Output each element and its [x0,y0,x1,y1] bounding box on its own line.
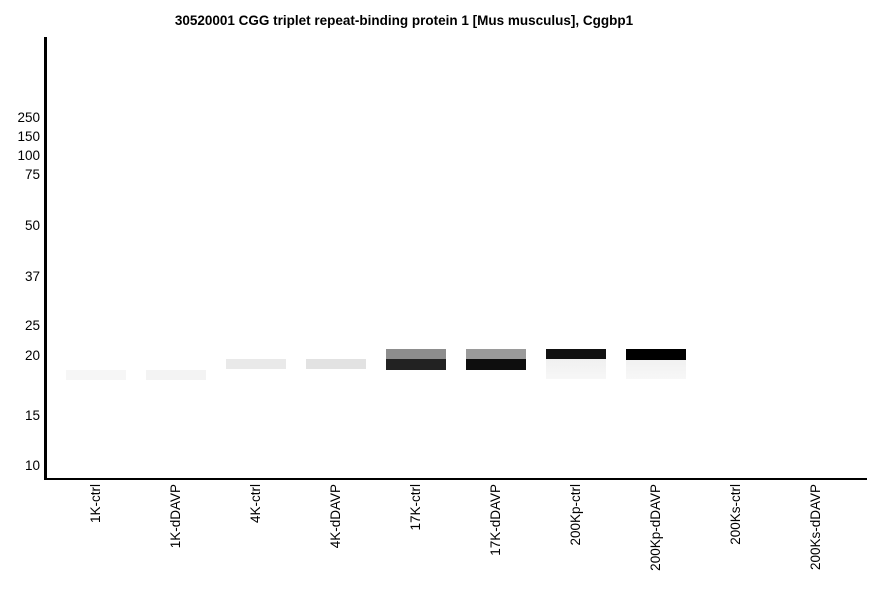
y-tick-label: 100 [17,148,40,163]
y-tick-label: 250 [17,109,40,125]
gel-band [146,369,206,380]
chart-title: 30520001 CGG triplet repeat-binding prot… [174,13,634,28]
gel-band [546,349,606,359]
lane-label: 17K-ctrl [408,484,423,531]
y-tick-label: 75 [24,167,40,182]
gel-band [466,359,526,370]
gel-band [626,349,686,360]
lane-label: 200Ks-dDAVP [808,484,823,571]
lane-label: 200Kp-ctrl [568,484,583,546]
y-tick-label: 37 [24,269,40,284]
gel-band [626,359,686,379]
gel-band [226,358,286,369]
gel-band [546,359,606,379]
gel-band [66,369,126,380]
y-axis-line [44,37,47,480]
gel-band [386,359,446,370]
x-axis-line [44,477,867,481]
lane-label: 1K-dDAVP [168,484,183,549]
y-tick-label: 20 [24,348,40,363]
y-tick-label: 50 [24,218,40,233]
gel-band [466,348,526,359]
y-tick-label: 25 [24,318,40,333]
lane-label: 4K-dDAVP [328,484,343,549]
lane-label: 1K-ctrl [88,484,103,524]
y-tick-label: 10 [24,458,40,473]
y-tick-label: 150 [17,128,40,144]
gel-band [386,348,446,359]
lane-label: 200Kp-dDAVP [648,484,663,571]
y-tick-label: 15 [24,408,40,423]
gel-band [306,358,366,369]
lane-label: 200Ks-ctrl [728,484,743,545]
lane-label: 17K-dDAVP [488,484,503,556]
lane-label: 4K-ctrl [248,484,263,524]
